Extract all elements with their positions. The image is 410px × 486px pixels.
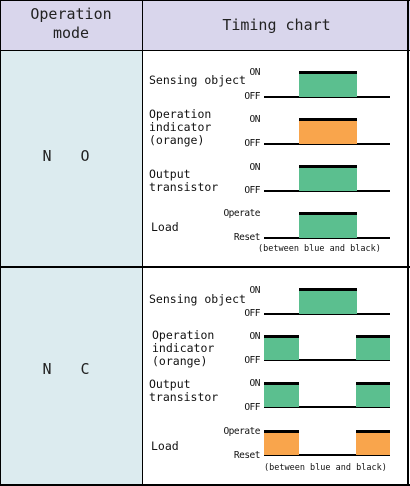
state-on: ON (249, 331, 261, 342)
state-off: OFF (244, 185, 260, 196)
pulse-green (356, 335, 390, 360)
state-on: ON (249, 67, 261, 78)
border-bottom (0, 484, 410, 486)
pulse-green (299, 165, 357, 191)
state-on: ON (249, 285, 261, 296)
mode-nc: N C (42, 360, 100, 378)
state-on: ON (249, 114, 261, 125)
state-off: Reset (233, 232, 261, 243)
pulse-green (264, 335, 299, 360)
border-top (0, 0, 410, 1)
pulse-green (299, 288, 357, 314)
border-col (142, 0, 143, 486)
mode-cell-no: N O (0, 51, 142, 266)
row-label: Sensing object (149, 292, 246, 306)
baseline (264, 454, 390, 456)
pulse-green (264, 382, 299, 407)
border-header (0, 50, 410, 51)
row-label: Sensing object (149, 73, 246, 87)
pulse-orange (356, 430, 390, 455)
row-label: Output transistor (149, 167, 219, 194)
state-off: OFF (244, 308, 260, 319)
pulse-green (299, 71, 357, 97)
state-on: Operate (223, 426, 260, 437)
mode-cell-nc: N C (0, 268, 142, 486)
pulse-green (299, 212, 357, 238)
mode-no: N O (42, 147, 100, 165)
load-note: (between blue and black) (264, 463, 387, 473)
row-label: Operation indicator (orange) (149, 107, 212, 147)
border-mid (0, 266, 410, 268)
row-label: Output transistor (149, 377, 219, 404)
state-off: Reset (233, 450, 261, 461)
row-label: Operation indicator (orange) (152, 328, 215, 368)
header-mode-cell: Operation mode (0, 0, 142, 50)
border-left (0, 0, 1, 486)
baseline (264, 359, 390, 361)
load-note: (between blue and black) (258, 244, 381, 254)
state-off: OFF (244, 138, 260, 149)
row-label: Load (151, 439, 179, 453)
header-timing-cell: Timing chart (143, 0, 410, 50)
state-on: Operate (223, 208, 260, 219)
state-off: OFF (244, 402, 260, 413)
state-off: OFF (244, 91, 260, 102)
pulse-orange (264, 430, 299, 455)
header-mode: Operation mode (30, 5, 112, 42)
row-label: Load (151, 220, 179, 234)
pulse-green (356, 382, 390, 407)
pulse-orange (299, 118, 357, 144)
border-right (407, 0, 409, 486)
baseline (264, 406, 390, 408)
state-on: ON (249, 378, 261, 389)
header-timing: Timing chart (222, 16, 331, 34)
state-on: ON (249, 162, 261, 173)
state-off: OFF (244, 355, 260, 366)
